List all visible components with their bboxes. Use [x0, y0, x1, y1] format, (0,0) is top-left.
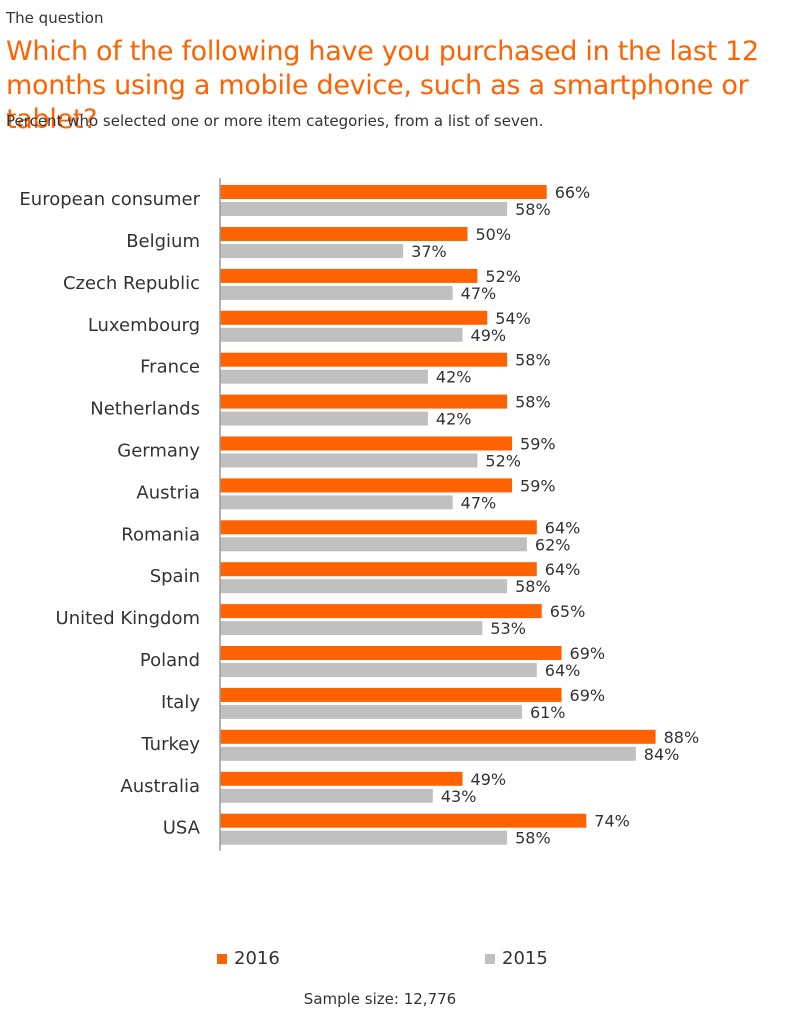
- value-label-2015-luxembourg: 49%: [471, 326, 507, 345]
- bar-2015-czech-republic: [220, 285, 453, 300]
- value-label-2016-united-kingdom: 65%: [550, 602, 586, 621]
- bar-2016-netherlands: [220, 394, 508, 409]
- category-label-netherlands: Netherlands: [90, 399, 200, 420]
- value-label-2015-italy: 61%: [530, 703, 566, 722]
- bar-2015-spain: [220, 579, 508, 594]
- bar-2016-luxembourg: [220, 310, 488, 325]
- value-label-2016-european-consumer: 66%: [555, 183, 591, 202]
- bar-2016-italy: [220, 687, 562, 702]
- bar-2016-poland: [220, 646, 562, 660]
- category-label-belgium: Belgium: [126, 231, 200, 252]
- category-label-european-consumer: European consumer: [19, 189, 200, 210]
- value-label-2015-turkey: 84%: [644, 745, 680, 764]
- category-label-united-kingdom: United Kingdom: [56, 608, 200, 629]
- bar-2016-romania: [220, 520, 537, 535]
- legend-label-2015: 2015: [502, 948, 548, 969]
- value-label-2016-romania: 64%: [545, 518, 581, 537]
- bar-2016-belgium: [220, 227, 468, 241]
- value-label-2016-belgium: 50%: [476, 225, 512, 244]
- bar-2016-usa: [220, 813, 587, 828]
- bar-2015-european-consumer: [220, 202, 508, 216]
- value-label-2015-belgium: 37%: [411, 242, 447, 261]
- bar-2015-germany: [220, 453, 478, 468]
- value-label-2015-romania: 62%: [535, 535, 571, 554]
- bar-2015-austria: [220, 495, 453, 510]
- value-label-2016-turkey: 88%: [664, 728, 700, 747]
- bar-2015-united-kingdom: [220, 621, 483, 636]
- sample-size-note: Sample size: 12,776: [303, 990, 457, 1008]
- value-label-2016-australia: 49%: [471, 770, 507, 789]
- bar-2016-turkey: [220, 729, 656, 744]
- legend-item-2015: 2015: [485, 948, 548, 969]
- bar-2015-italy: [220, 704, 522, 719]
- bar-2016-austria: [220, 478, 513, 493]
- value-label-2015-european-consumer: 58%: [515, 200, 551, 219]
- bar-2015-luxembourg: [220, 327, 463, 342]
- category-label-spain: Spain: [150, 566, 200, 587]
- category-label-romania: Romania: [121, 524, 200, 545]
- value-label-2015-spain: 58%: [515, 577, 551, 596]
- bar-2016-united-kingdom: [220, 604, 542, 619]
- bar-2015-australia: [220, 788, 433, 803]
- category-label-turkey: Turkey: [140, 734, 200, 755]
- value-label-2016-germany: 59%: [520, 435, 556, 454]
- bar-2016-european-consumer: [220, 185, 547, 199]
- category-label-italy: Italy: [161, 692, 200, 713]
- bar-2015-romania: [220, 537, 527, 552]
- bar-2016-spain: [220, 562, 537, 577]
- eyebrow-label: The question: [6, 9, 104, 27]
- legend-item-2016: 2016: [217, 948, 280, 969]
- bar-2016-france: [220, 352, 508, 367]
- category-label-australia: Australia: [120, 776, 200, 797]
- value-label-2015-france: 42%: [436, 368, 472, 387]
- chart-subtitle: Percent who selected one or more item ca…: [6, 112, 544, 130]
- value-label-2016-poland: 69%: [570, 644, 606, 663]
- bar-2016-australia: [220, 771, 463, 786]
- value-label-2015-austria: 47%: [461, 493, 497, 512]
- value-label-2016-spain: 64%: [545, 560, 581, 579]
- value-label-2016-austria: 59%: [520, 476, 556, 495]
- bar-2015-turkey: [220, 746, 636, 761]
- value-label-2016-italy: 69%: [570, 686, 606, 705]
- value-label-2015-poland: 64%: [545, 661, 581, 680]
- category-label-czech-republic: Czech Republic: [63, 273, 200, 294]
- bar-2015-netherlands: [220, 411, 428, 426]
- category-label-luxembourg: Luxembourg: [88, 315, 200, 336]
- value-label-2015-germany: 52%: [485, 452, 521, 471]
- category-label-usa: USA: [163, 818, 201, 839]
- value-label-2016-usa: 74%: [594, 812, 630, 831]
- legend-swatch-2016: [217, 953, 227, 964]
- legend-swatch-2015: [485, 953, 495, 964]
- category-label-austria: Austria: [136, 482, 200, 503]
- bar-chart: European consumer 66%58%Belgium 50%37%Czec…: [19, 178, 700, 851]
- value-label-2016-czech-republic: 52%: [485, 267, 521, 286]
- legend-label-2016: 2016: [234, 948, 280, 969]
- value-label-2015-united-kingdom: 53%: [490, 619, 526, 638]
- value-label-2015-usa: 58%: [515, 829, 551, 848]
- bar-2015-france: [220, 369, 428, 384]
- category-label-poland: Poland: [140, 650, 200, 671]
- bar-2016-germany: [220, 436, 513, 451]
- value-label-2016-netherlands: 58%: [515, 393, 551, 412]
- value-label-2015-netherlands: 42%: [436, 410, 472, 429]
- bar-2015-usa: [220, 830, 508, 845]
- value-label-2015-czech-republic: 47%: [461, 284, 497, 303]
- value-label-2016-luxembourg: 54%: [495, 309, 531, 328]
- bar-2015-belgium: [220, 244, 404, 258]
- category-label-germany: Germany: [117, 441, 200, 462]
- chart-title: Which of the following have you purchase…: [6, 36, 759, 135]
- value-label-2015-australia: 43%: [441, 787, 477, 806]
- bar-2016-czech-republic: [220, 268, 478, 283]
- bar-2015-poland: [220, 663, 537, 677]
- value-label-2016-france: 58%: [515, 351, 551, 370]
- category-label-france: France: [140, 357, 200, 378]
